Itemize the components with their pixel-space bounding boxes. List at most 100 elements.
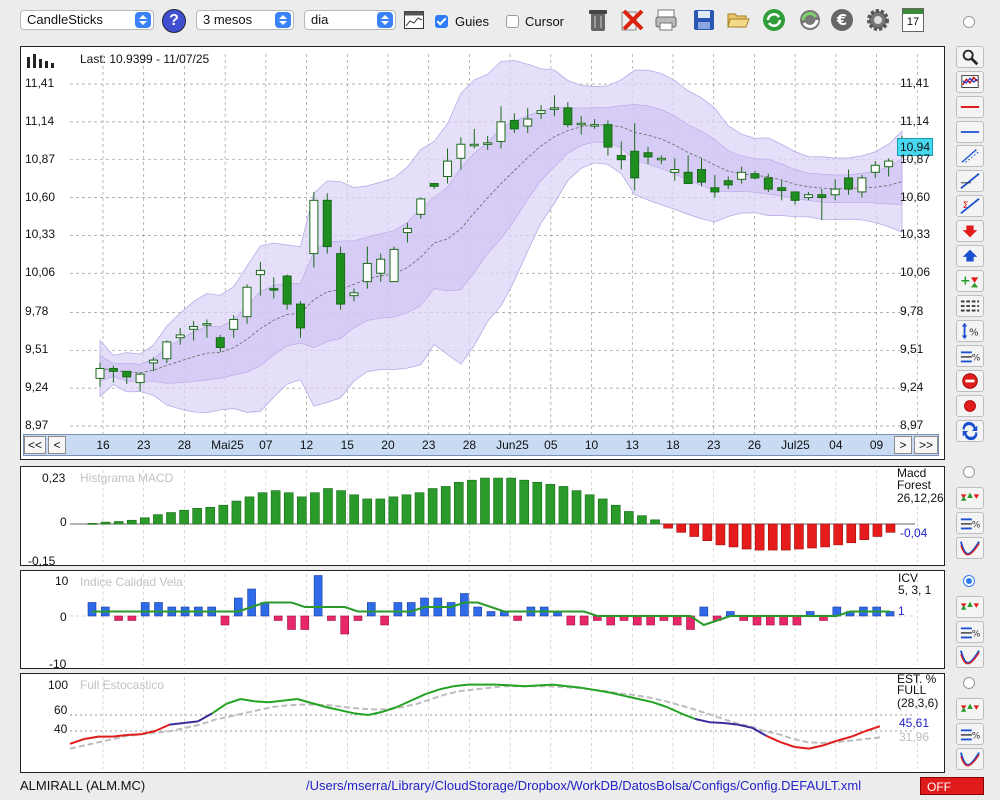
x-axis-label: 05: [544, 438, 558, 452]
channel-button[interactable]: [956, 145, 984, 167]
date-navigation-bar[interactable]: [23, 434, 939, 456]
record-button[interactable]: [956, 395, 984, 417]
scale-percent-button[interactable]: %: [956, 320, 984, 342]
swap-arrows-button[interactable]: [956, 420, 984, 442]
zoom-icon: [962, 49, 979, 66]
save-icon[interactable]: [692, 8, 716, 32]
macd-signals-button[interactable]: [956, 487, 984, 509]
arrow-down-red-button[interactable]: [956, 220, 984, 242]
y-axis-label-left: 9,78: [25, 304, 49, 319]
nav-last-button[interactable]: >>: [914, 436, 938, 454]
x-axis-label: 23: [422, 438, 436, 452]
stoch-lines-percent-button[interactable]: %: [956, 723, 984, 745]
euro-icon[interactable]: €: [830, 8, 854, 32]
horizontal-line-blue-button[interactable]: [956, 121, 984, 143]
icv-bar: [566, 615, 576, 626]
candle-body: [443, 160, 453, 178]
candle-body: [336, 253, 346, 305]
lines-percent-button[interactable]: %: [956, 345, 984, 367]
config-path-link[interactable]: /Users/mserra/Library/CloudStorage/Dropb…: [306, 778, 862, 793]
icv-bar: [114, 615, 123, 621]
stoch-k-segment: [396, 699, 412, 708]
sync-globe-icon[interactable]: [798, 8, 822, 32]
stoch-k-segment: [609, 691, 625, 697]
calendar-icon[interactable]: 17: [902, 8, 924, 32]
candle-body: [322, 199, 332, 248]
list-lines-button[interactable]: [956, 295, 984, 317]
stochastic-radio[interactable]: [963, 677, 975, 689]
delete-x-icon[interactable]: [620, 8, 644, 32]
macd-lines-percent-button[interactable]: %: [956, 512, 984, 534]
macd-bar: [388, 496, 399, 525]
bar-chart-icon[interactable]: [27, 54, 57, 68]
cursor-checkbox[interactable]: [506, 15, 519, 28]
icv-signals-button[interactable]: [956, 596, 984, 618]
stoch-k-segment: [112, 734, 127, 738]
macd-curve-button[interactable]: [956, 537, 984, 559]
no-entry-button[interactable]: [956, 370, 984, 392]
macd-bar: [336, 490, 346, 525]
trendline-button[interactable]: [956, 170, 984, 192]
nav-next-button[interactable]: >: [894, 436, 912, 454]
icv-y-label-bottom: -10: [49, 657, 67, 671]
stoch-curve-button[interactable]: [956, 748, 984, 770]
y-axis-label-left: 11,14: [25, 113, 55, 128]
stoch-signals-button[interactable]: [956, 698, 984, 720]
candle-style-icon: [961, 75, 979, 88]
y-axis-label-right: 10,33: [900, 227, 931, 242]
macd-bar: [467, 479, 477, 525]
icv-radio[interactable]: [963, 575, 975, 587]
add-signals-button[interactable]: +: [956, 270, 984, 292]
icv-bar: [353, 615, 363, 621]
help-button[interactable]: ?: [162, 9, 186, 33]
period-select[interactable]: 3 mesos: [196, 10, 294, 30]
nav-prev-button[interactable]: <: [48, 436, 66, 454]
guides-checkbox[interactable]: [435, 15, 448, 28]
off-toggle-button[interactable]: OFF: [920, 777, 984, 795]
main-chart-radio[interactable]: [963, 16, 975, 28]
fibonacci-button[interactable]: Σ: [956, 195, 984, 217]
horizontal-line-blue-icon: [960, 131, 980, 133]
stochastic-title: Full Estocastico: [80, 678, 165, 692]
record-icon: [964, 400, 976, 412]
horizontal-line-red-button[interactable]: [956, 96, 984, 118]
macd-bar: [113, 521, 124, 525]
icv-panel: [20, 570, 945, 669]
y-axis-label-right: 9,51: [900, 342, 924, 357]
trash-icon[interactable]: [586, 8, 610, 32]
chart-type-select[interactable]: CandleSticks: [20, 10, 154, 30]
macd-bar: [427, 488, 438, 525]
candle-body: [269, 288, 279, 291]
x-axis-label: Jun25: [496, 438, 529, 452]
candle-style-button[interactable]: [956, 71, 984, 93]
print-icon[interactable]: [654, 8, 678, 32]
candle-body: [683, 171, 693, 185]
x-axis-label: 07: [259, 438, 273, 452]
macd-histogram-chart[interactable]: [20, 466, 945, 566]
gear-icon[interactable]: [866, 8, 890, 32]
zoom-button[interactable]: [956, 46, 984, 68]
nav-first-button[interactable]: <<: [24, 436, 46, 454]
interval-select[interactable]: dia: [304, 10, 396, 30]
toolbar: CandleSticks ? 3 mesos dia Guies Cursor: [0, 0, 1000, 44]
stoch-k-segment: [737, 723, 753, 729]
icv-curve-button[interactable]: [956, 646, 984, 668]
macd-bar: [414, 492, 425, 525]
icv-chart[interactable]: [20, 570, 945, 669]
macd-bar: [153, 514, 163, 525]
candle-body: [483, 142, 493, 145]
icv-legend-params: 5, 3, 1: [898, 583, 932, 597]
macd-bar: [283, 492, 294, 525]
stoch-k-segment: [453, 683, 469, 688]
arrow-up-blue-button[interactable]: [956, 245, 984, 267]
refresh-icon[interactable]: [762, 8, 786, 32]
macd-bar: [297, 496, 307, 525]
stochastic-chart[interactable]: [20, 673, 945, 773]
folder-open-icon[interactable]: [726, 8, 750, 32]
macd-radio[interactable]: [963, 466, 975, 478]
stoch-k-segment: [154, 723, 170, 732]
chart-window-icon[interactable]: [404, 11, 424, 29]
candle-body: [456, 143, 466, 159]
price-chart[interactable]: [20, 46, 945, 460]
icv-lines-percent-button[interactable]: %: [956, 621, 984, 643]
